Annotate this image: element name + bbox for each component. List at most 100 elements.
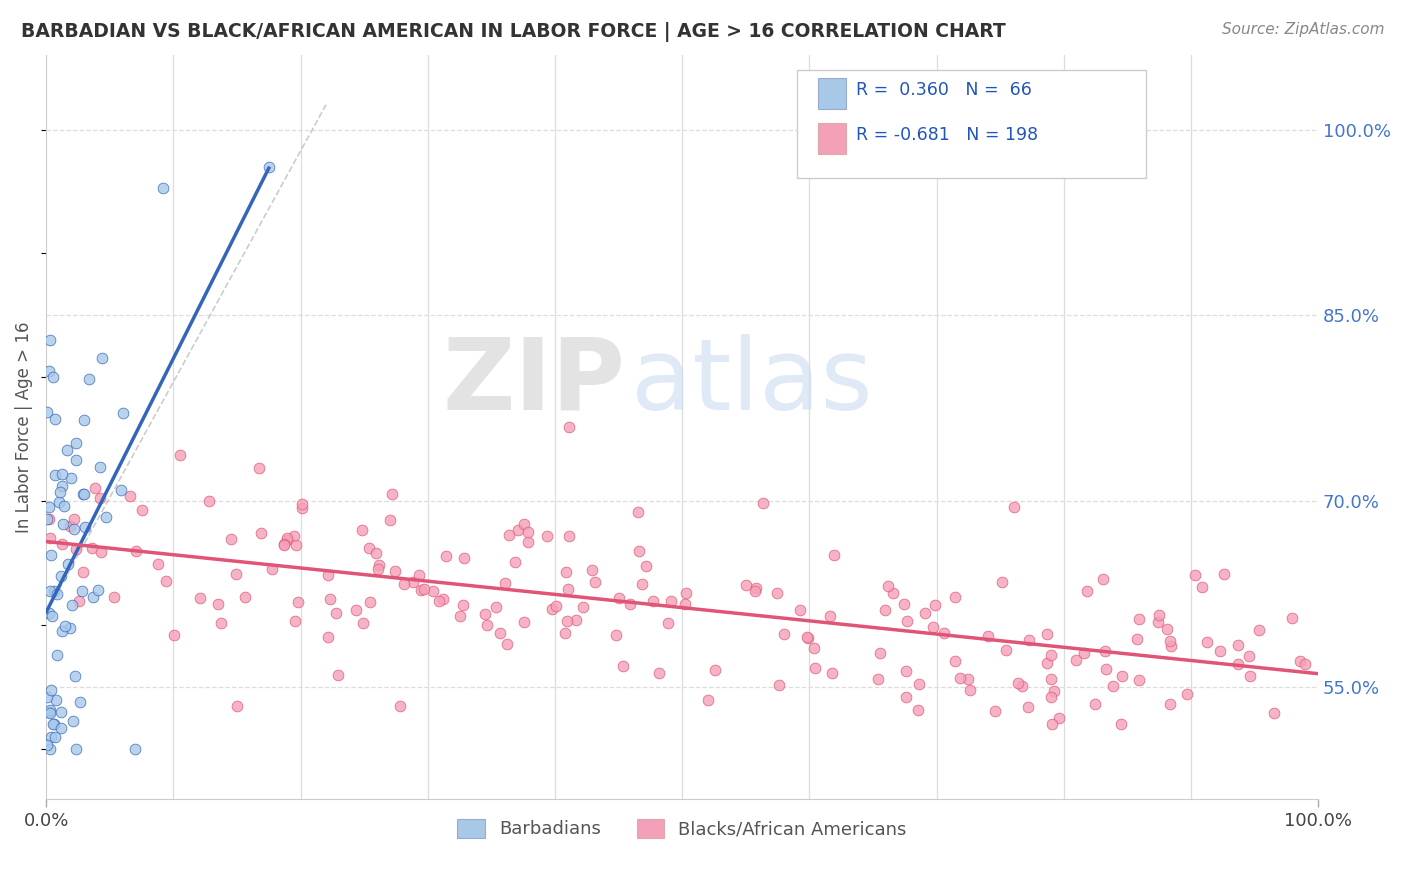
Point xyxy=(384,564,406,578)
Point xyxy=(571,600,593,615)
Point xyxy=(1147,615,1170,629)
Point xyxy=(39,548,62,562)
Point xyxy=(39,730,62,744)
Point xyxy=(75,520,97,534)
Point xyxy=(46,648,69,662)
Point xyxy=(1042,684,1064,698)
Point xyxy=(284,538,307,552)
Point xyxy=(51,624,73,638)
Point xyxy=(536,529,558,543)
Point xyxy=(513,615,536,630)
Point xyxy=(359,541,381,556)
Point xyxy=(1007,676,1029,690)
Point xyxy=(225,567,247,582)
Point xyxy=(1040,672,1063,686)
Point xyxy=(745,581,768,595)
Point xyxy=(984,704,1007,718)
Point xyxy=(1191,580,1213,594)
Point xyxy=(1281,611,1303,625)
Point xyxy=(896,614,918,628)
Point xyxy=(290,497,312,511)
Y-axis label: In Labor Force | Age > 16: In Labor Force | Age > 16 xyxy=(15,321,32,533)
Point xyxy=(49,485,72,500)
Point xyxy=(544,599,567,614)
Point xyxy=(657,615,679,630)
Point xyxy=(789,603,811,617)
FancyBboxPatch shape xyxy=(797,70,1146,178)
Point xyxy=(39,703,62,717)
Point xyxy=(1011,679,1033,693)
Point xyxy=(882,586,904,600)
Point xyxy=(350,523,373,537)
Point xyxy=(659,594,682,608)
Point xyxy=(39,583,62,598)
Point xyxy=(1036,627,1059,641)
Point xyxy=(605,628,627,642)
Text: BARBADIAN VS BLACK/AFRICAN AMERICAN IN LABOR FORCE | AGE > 16 CORRELATION CHART: BARBADIAN VS BLACK/AFRICAN AMERICAN IN L… xyxy=(21,22,1005,42)
Point xyxy=(1047,711,1070,725)
Point xyxy=(70,583,93,598)
Point xyxy=(1227,638,1250,652)
Point xyxy=(188,591,211,605)
Point xyxy=(773,627,796,641)
Point xyxy=(39,333,62,347)
Point xyxy=(1094,643,1116,657)
Point xyxy=(494,575,516,590)
Point xyxy=(630,576,652,591)
Point xyxy=(41,717,63,731)
Point xyxy=(56,557,79,571)
Point xyxy=(641,594,664,608)
Point xyxy=(555,566,578,580)
Point xyxy=(37,364,59,378)
Point xyxy=(367,562,389,576)
Point xyxy=(51,479,73,493)
Point xyxy=(80,541,103,555)
Point xyxy=(612,658,634,673)
FancyBboxPatch shape xyxy=(818,123,846,154)
Point xyxy=(866,672,889,686)
Point xyxy=(44,467,66,482)
Point xyxy=(503,555,526,569)
Point xyxy=(449,609,471,624)
Point xyxy=(555,614,578,628)
Point xyxy=(907,703,929,717)
Point xyxy=(409,583,432,598)
Point xyxy=(284,614,307,628)
Point xyxy=(1160,639,1182,653)
Point xyxy=(103,590,125,604)
Point xyxy=(648,666,671,681)
Point xyxy=(63,669,86,683)
Point xyxy=(991,574,1014,589)
Point xyxy=(392,577,415,591)
Point xyxy=(823,548,845,562)
Point xyxy=(583,575,606,590)
Point xyxy=(67,594,90,608)
Point xyxy=(949,671,972,685)
Point xyxy=(1109,717,1132,731)
Point xyxy=(484,600,506,615)
Text: ZIP: ZIP xyxy=(441,334,624,431)
Point xyxy=(65,453,87,467)
Point xyxy=(565,613,588,627)
Text: R = -0.681   N = 198: R = -0.681 N = 198 xyxy=(856,126,1039,144)
Point xyxy=(477,618,499,632)
Point xyxy=(62,714,84,729)
Point xyxy=(96,510,118,524)
Point xyxy=(51,705,73,719)
Text: atlas: atlas xyxy=(631,334,873,431)
Point xyxy=(1263,706,1285,721)
Point xyxy=(169,448,191,462)
Point xyxy=(1040,717,1063,731)
Point xyxy=(474,607,496,621)
Point xyxy=(1128,673,1150,687)
Point xyxy=(42,370,65,384)
Point xyxy=(111,406,134,420)
Point xyxy=(1213,566,1236,581)
Point xyxy=(921,620,943,634)
Point xyxy=(319,591,342,606)
Point xyxy=(869,646,891,660)
Point xyxy=(1102,679,1125,693)
Point xyxy=(627,505,650,519)
Point xyxy=(673,597,696,611)
Point xyxy=(207,597,229,611)
